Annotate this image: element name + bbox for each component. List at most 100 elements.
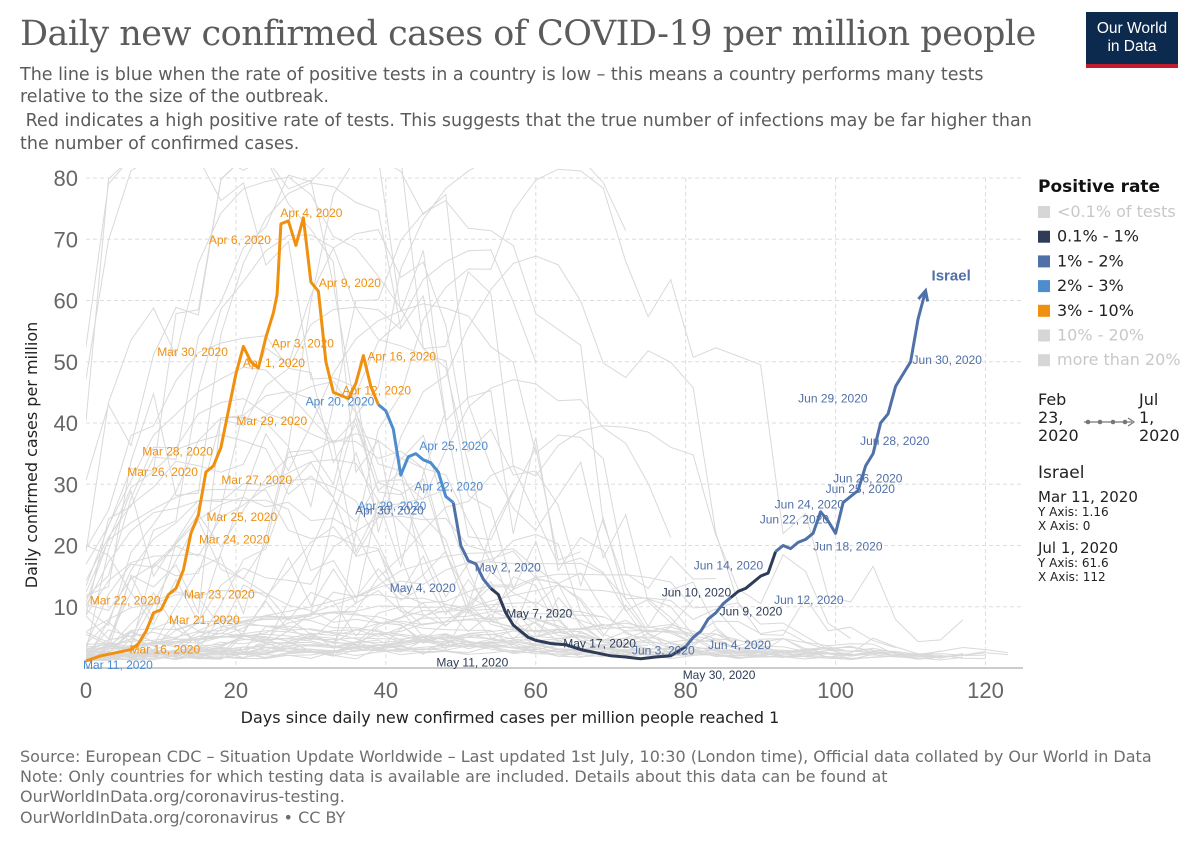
legend-label: 1% - 2% [1057, 251, 1124, 270]
date-annotation: Mar 27, 2020 [221, 473, 292, 487]
point1-x: X Axis: 0 [1038, 519, 1090, 533]
logo-line-1: Our World [1096, 20, 1168, 37]
subtitle-line-1: The line is blue when the rate of positi… [20, 65, 984, 85]
background-country-line [86, 168, 964, 655]
legend-label: more than 20% [1057, 350, 1181, 369]
date-annotation: Jun 25, 2020 [826, 482, 896, 496]
background-country-line [86, 229, 694, 648]
background-country-line [86, 553, 424, 637]
owid-logo[interactable]: Our World in Data [1086, 12, 1178, 68]
background-country-line [86, 425, 851, 658]
date-annotation: May 2, 2020 [475, 561, 541, 575]
y-tick-label: 20 [54, 534, 78, 559]
y-tick-label: 50 [54, 350, 78, 375]
israel-series-segment [377, 403, 455, 504]
chart-title: Daily new confirmed cases of COVID-19 pe… [20, 14, 1036, 54]
date-annotation: Mar 24, 2020 [199, 532, 270, 546]
chart-grid [86, 177, 1023, 668]
background-country-line [86, 306, 402, 652]
date-annotation: Jun 3, 2020 [632, 643, 695, 657]
point1-y: Y Axis: 1.16 [1037, 505, 1109, 519]
date-annotation: Jun 29, 2020 [798, 391, 868, 405]
legend-label: 2% - 3% [1057, 276, 1124, 295]
timeline-dot [1085, 419, 1091, 425]
logo-line-2: in Data [1107, 38, 1157, 55]
background-country-line [86, 611, 604, 657]
israel-series-segment [684, 596, 732, 648]
point1-date: Mar 11, 2020 [1038, 488, 1138, 506]
background-country-line [86, 612, 536, 657]
date-annotation: May 30, 2020 [683, 668, 756, 682]
date-annotation: Mar 26, 2020 [127, 465, 198, 479]
date-annotation: Apr 25, 2020 [419, 439, 488, 453]
date-annotation: May 4, 2020 [390, 581, 456, 595]
date-annotation: May 11, 2020 [436, 655, 508, 669]
date-annotation: Jun 9, 2020 [720, 604, 783, 618]
background-country-line [86, 515, 694, 653]
timeline-end-label: 2020 [1139, 426, 1180, 445]
chart-axes: 10 20 30 40 50 60 70 80 0 20 40 60 80 100 120 Days sinc… [22, 166, 1023, 727]
background-country-line [86, 622, 424, 652]
timeline-start-label: Feb [1038, 390, 1066, 409]
legend-country: Israel [1038, 463, 1084, 483]
x-tick-label: 20 [224, 678, 248, 703]
date-annotation: Jun 26, 2020 [833, 472, 903, 486]
date-annotation: Jun 14, 2020 [694, 559, 764, 573]
date-annotation: Apr 3, 2020 [272, 336, 334, 350]
timeline-dot [1110, 419, 1116, 425]
date-annotation: Mar 25, 2020 [206, 510, 277, 524]
y-tick-label: 70 [54, 227, 78, 252]
x-tick-label: 80 [673, 678, 697, 703]
background-country-line [86, 440, 739, 654]
israel-series-segment [729, 551, 778, 599]
date-annotation: Mar 16, 2020 [129, 643, 200, 657]
date-annotation: May 17, 2020 [563, 637, 636, 651]
date-annotation: Jun 22, 2020 [760, 513, 830, 527]
date-annotation: Mar 29, 2020 [236, 414, 307, 428]
license-text[interactable]: OurWorldInData.org/coronavirus • CC BY [20, 808, 346, 827]
timeline-arrow [1127, 417, 1136, 427]
background-country-line [86, 634, 694, 662]
y-tick-label: 80 [54, 166, 78, 191]
note-line-1: Note: Only countries for which testing d… [20, 767, 888, 786]
date-annotation: Jun 12, 2020 [774, 593, 844, 607]
israel-series-segment [489, 587, 687, 661]
date-annotation: Apr 16, 2020 [367, 350, 436, 364]
legend-swatch [1038, 354, 1050, 367]
background-country-line [86, 489, 514, 660]
source-text: Source: European CDC – Situation Update … [20, 747, 1152, 766]
chart-legend: Positive rate <0.1% of tests 0.1% - 1% 1% -… [1037, 177, 1181, 584]
point2-x: X Axis: 112 [1038, 570, 1106, 584]
background-country-line [86, 589, 536, 654]
y-axis-label: Daily confirmed cases per million [22, 322, 41, 589]
note-link[interactable]: OurWorldInData.org/coronavirus-testing. [20, 787, 345, 806]
background-country-line [86, 629, 851, 659]
y-tick-label: 60 [54, 289, 78, 314]
date-annotation: Mar 28, 2020 [142, 445, 213, 459]
background-country-line [86, 390, 604, 628]
israel-series-segment [451, 502, 492, 590]
chart-series [85, 216, 930, 663]
subtitle-line-2: relative to the size of the outbreak. [20, 87, 329, 107]
x-tick-label: 60 [524, 678, 548, 703]
date-annotation: Apr 30, 2020 [355, 504, 424, 518]
date-annotation: Apr 22, 2020 [414, 480, 483, 494]
date-annotation: Mar 21, 2020 [169, 613, 240, 627]
subtitle-line-4: the number of confirmed cases. [20, 134, 300, 154]
date-annotation: Jun 18, 2020 [813, 539, 883, 553]
background-country-line [86, 182, 581, 596]
timeline-end-label: 1, [1139, 408, 1154, 427]
timeline-start-label: 2020 [1038, 426, 1079, 445]
x-tick-label: 40 [374, 678, 398, 703]
background-country-line [86, 168, 829, 659]
date-annotation: Apr 20, 2020 [306, 395, 375, 409]
israel-series-segment [85, 216, 380, 663]
legend-swatch [1038, 329, 1050, 342]
background-country-line [86, 168, 351, 660]
background-country-line [86, 489, 446, 656]
date-annotation: Jun 24, 2020 [775, 497, 845, 511]
x-axis-label: Days since daily new confirmed cases per… [241, 708, 780, 727]
legend-label: 3% - 10% [1057, 301, 1134, 320]
background-country-line [86, 496, 424, 611]
